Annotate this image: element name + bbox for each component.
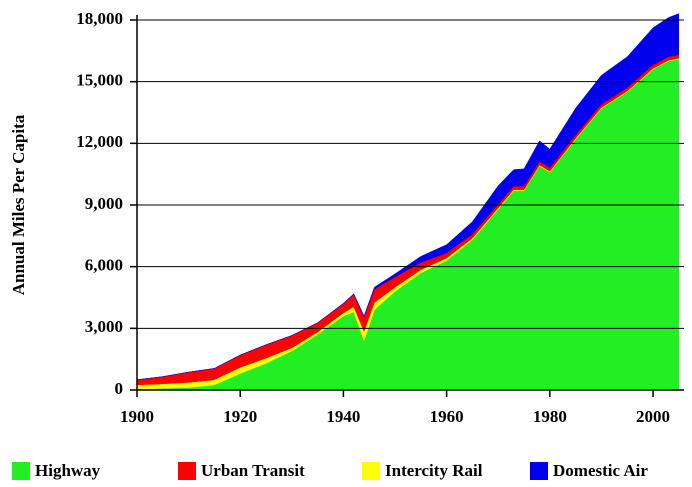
x-tick-label: 1960 [430, 407, 464, 426]
legend-label: Highway [35, 461, 101, 480]
legend-label: Intercity Rail [385, 461, 483, 480]
y-tick-label: 15,000 [76, 71, 123, 90]
y-tick-label: 18,000 [76, 9, 123, 28]
legend-label: Domestic Air [553, 461, 648, 480]
x-tick-label: 1940 [326, 407, 360, 426]
y-tick-label: 12,000 [76, 132, 123, 151]
x-tick-label: 1980 [533, 407, 567, 426]
y-axis-label: Annual Miles Per Capita [9, 114, 28, 295]
legend-swatch [12, 462, 30, 480]
legend-swatch [530, 462, 548, 480]
y-tick-label: 0 [115, 379, 124, 398]
area [136, 13, 680, 380]
x-tick-label: 1900 [120, 407, 154, 426]
legend-swatch [362, 462, 380, 480]
x-tick-label: 1920 [223, 407, 257, 426]
y-tick-label: 3,000 [85, 317, 123, 336]
y-tick-label: 9,000 [85, 194, 123, 213]
x-tick-label: 2000 [636, 407, 670, 426]
y-tick-label: 6,000 [85, 256, 123, 275]
legend-swatch [178, 462, 196, 480]
legend-label: Urban Transit [201, 461, 305, 480]
